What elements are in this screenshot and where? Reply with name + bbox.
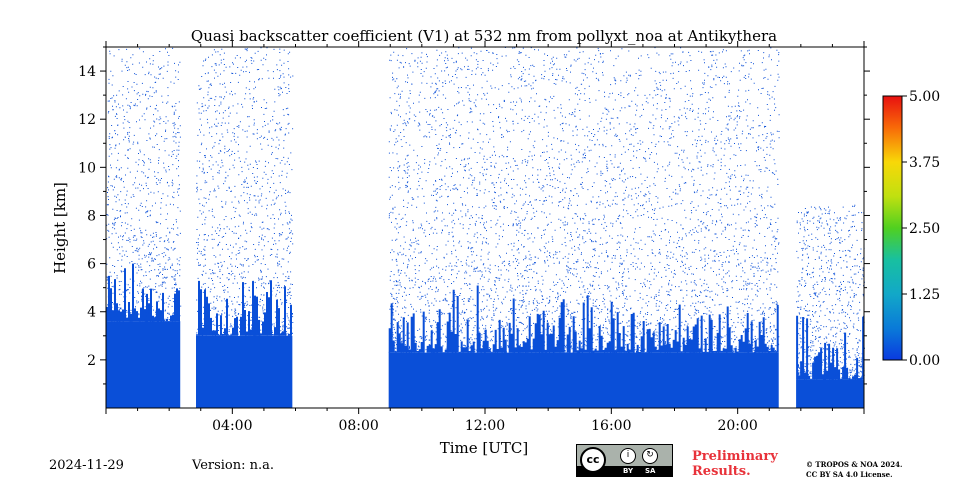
y-tick-label: 12 (78, 112, 96, 128)
backscatter-segment (196, 47, 294, 408)
boundary-layer-signal (796, 379, 864, 408)
cc-sa-label: SA (645, 467, 656, 475)
cc-badge-strip (577, 466, 672, 476)
cc-icon: cc (580, 447, 606, 473)
noise-speckle (196, 47, 294, 337)
x-axis: 04:00 08:00 12:00 16:00 20:00 (105, 41, 865, 434)
y-tick-label: 14 (78, 64, 96, 80)
signal-columns (388, 285, 779, 353)
preliminary-results-note: Preliminary Results. (692, 449, 778, 479)
x-tick-label: 12:00 (465, 418, 505, 434)
colorbar-tick-label: 5.00 (909, 89, 940, 105)
x-tick-label: 08:00 (338, 418, 378, 434)
cc-license-badge: cc i ↻ BY SA (576, 444, 673, 477)
colorbar-tick-label: 2.50 (909, 221, 940, 237)
license-line: CC BY SA 4.0 License. (806, 470, 893, 479)
y-axis-label: Height [km] (51, 182, 69, 274)
backscatter-segment (796, 204, 865, 408)
y-tick-label: 8 (87, 208, 96, 224)
footer-date: 2024-11-29 (49, 458, 124, 473)
signal-columns (796, 315, 865, 380)
by-attribution-icon: i (620, 448, 636, 464)
signal-columns (196, 280, 292, 336)
x-tick-label: 16:00 (591, 418, 631, 434)
y-axis: 2 4 6 8 10 12 14 (78, 46, 870, 385)
colorbar-tick-label: 0.00 (909, 353, 940, 369)
sa-share-alike-icon: ↻ (642, 448, 658, 464)
cc-by-label: BY (623, 467, 634, 475)
preliminary-line-1: Preliminary (692, 449, 778, 464)
y-tick-label: 6 (87, 257, 96, 273)
boundary-layer-signal (106, 321, 181, 408)
backscatter-segment (106, 47, 182, 408)
backscatter-segment (388, 47, 780, 408)
copyright-notice: © TROPOS & NOA 2024. CC BY SA 4.0 Licens… (806, 460, 902, 480)
noise-speckle (796, 204, 865, 381)
boundary-layer-signal (388, 352, 779, 408)
footer-version: Version: n.a. (192, 458, 275, 473)
y-tick-label: 4 (87, 305, 96, 321)
copyright-line: © TROPOS & NOA 2024. (806, 460, 903, 469)
plot-area (106, 47, 865, 408)
chart-title: Quasi backscatter coefficient (V1) at 53… (191, 27, 777, 45)
colorbar-tick-label: 3.75 (909, 155, 940, 171)
x-axis-label: Time [UTC] (440, 439, 529, 457)
noise-speckle (106, 47, 182, 323)
x-tick-label: 20:00 (717, 418, 757, 434)
preliminary-line-2: Results. (692, 464, 751, 479)
x-tick-label: 04:00 (212, 418, 252, 434)
colorbar-tick-label: 1.25 (909, 287, 940, 303)
y-tick-label: 10 (78, 160, 96, 176)
boundary-layer-signal (196, 335, 293, 408)
colorbar-gradient (882, 95, 903, 361)
colorbar: 0.00 1.25 2.50 3.75 5.00 (882, 89, 940, 369)
signal-columns (106, 263, 180, 322)
y-tick-label: 2 (87, 353, 96, 369)
